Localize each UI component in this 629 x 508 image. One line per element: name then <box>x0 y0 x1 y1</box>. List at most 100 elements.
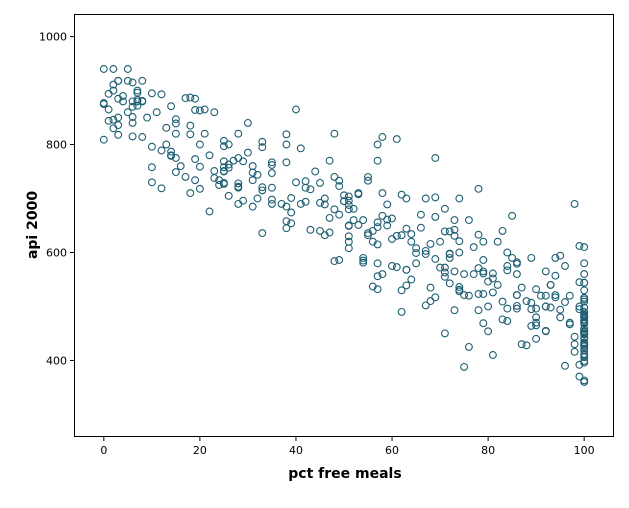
data-point <box>210 167 219 175</box>
data-point <box>195 162 204 171</box>
data-point <box>248 168 257 177</box>
data-point <box>282 140 291 149</box>
data-point <box>368 226 377 235</box>
data-point <box>522 341 531 350</box>
data-point <box>392 263 401 272</box>
data-point <box>402 194 411 203</box>
data-point <box>335 210 344 219</box>
data-point <box>373 272 382 281</box>
data-point <box>512 301 521 310</box>
data-point <box>354 190 363 199</box>
data-point <box>580 342 589 351</box>
x-tick-label: 40 <box>289 444 303 457</box>
data-point <box>243 118 252 127</box>
data-point <box>556 313 565 322</box>
data-point <box>128 97 137 106</box>
data-point <box>378 211 387 220</box>
data-point <box>320 200 329 209</box>
data-point <box>147 178 156 187</box>
data-point <box>479 290 488 298</box>
data-point <box>570 340 579 349</box>
data-point <box>503 248 512 257</box>
data-point <box>373 140 382 149</box>
data-point <box>191 94 200 103</box>
data-point <box>551 293 560 302</box>
data-point <box>344 244 353 253</box>
data-point <box>580 340 589 349</box>
data-point <box>551 253 560 262</box>
data-point <box>104 105 113 114</box>
data-point <box>412 244 421 253</box>
data-point <box>99 135 108 144</box>
data-point <box>287 219 296 228</box>
data-point <box>123 108 132 117</box>
data-point <box>479 267 488 276</box>
data-point <box>512 258 521 267</box>
data-point <box>186 93 195 102</box>
data-point <box>157 184 166 193</box>
data-point <box>301 177 310 186</box>
data-point <box>349 204 358 213</box>
data-point <box>109 115 118 124</box>
data-point <box>512 304 521 313</box>
data-point <box>344 196 353 205</box>
data-point <box>219 136 228 145</box>
data-point <box>123 65 132 73</box>
data-point <box>234 129 243 138</box>
data-point <box>440 263 449 272</box>
data-point <box>479 237 488 246</box>
data-point <box>488 269 497 278</box>
data-point <box>402 281 411 290</box>
data-point <box>330 172 339 181</box>
data-point <box>431 212 440 221</box>
data-point <box>527 298 536 307</box>
data-point <box>258 137 267 146</box>
data-point <box>580 286 589 295</box>
data-point <box>344 205 353 214</box>
data-point <box>416 210 425 219</box>
data-point <box>191 106 200 114</box>
data-point <box>436 237 445 246</box>
data-point <box>215 181 224 189</box>
data-point <box>114 113 123 122</box>
data-point <box>378 189 387 198</box>
x-tick-label: 20 <box>193 444 207 457</box>
data-point <box>296 199 305 208</box>
data-point <box>460 362 469 371</box>
data-point <box>431 255 440 263</box>
data-point <box>484 327 493 336</box>
data-point <box>565 320 574 329</box>
data-point <box>474 290 483 298</box>
data-point <box>570 199 579 208</box>
data-point <box>359 256 368 265</box>
y-tick-label: 600 <box>46 246 67 259</box>
data-point <box>527 321 536 330</box>
data-point <box>224 140 233 149</box>
data-point <box>258 143 267 152</box>
data-point <box>493 237 502 246</box>
data-point <box>167 102 176 111</box>
data-point <box>258 183 267 192</box>
data-point <box>287 208 296 217</box>
data-point <box>575 278 584 287</box>
data-point <box>210 108 219 117</box>
data-point <box>200 129 209 138</box>
data-point <box>258 186 267 195</box>
data-point <box>123 76 132 85</box>
data-point <box>330 257 339 266</box>
y-tick-label: 400 <box>46 354 67 367</box>
data-point <box>397 190 406 199</box>
data-point <box>421 246 430 255</box>
data-point <box>364 231 372 240</box>
data-point <box>320 194 329 203</box>
data-point <box>556 251 565 260</box>
data-point <box>147 142 156 151</box>
data-point <box>162 123 171 132</box>
data-point <box>575 302 584 311</box>
data-point <box>426 283 435 292</box>
data-point <box>498 297 507 306</box>
data-point <box>412 249 421 257</box>
data-point <box>316 178 324 187</box>
data-point <box>541 267 550 276</box>
data-point <box>460 270 469 279</box>
